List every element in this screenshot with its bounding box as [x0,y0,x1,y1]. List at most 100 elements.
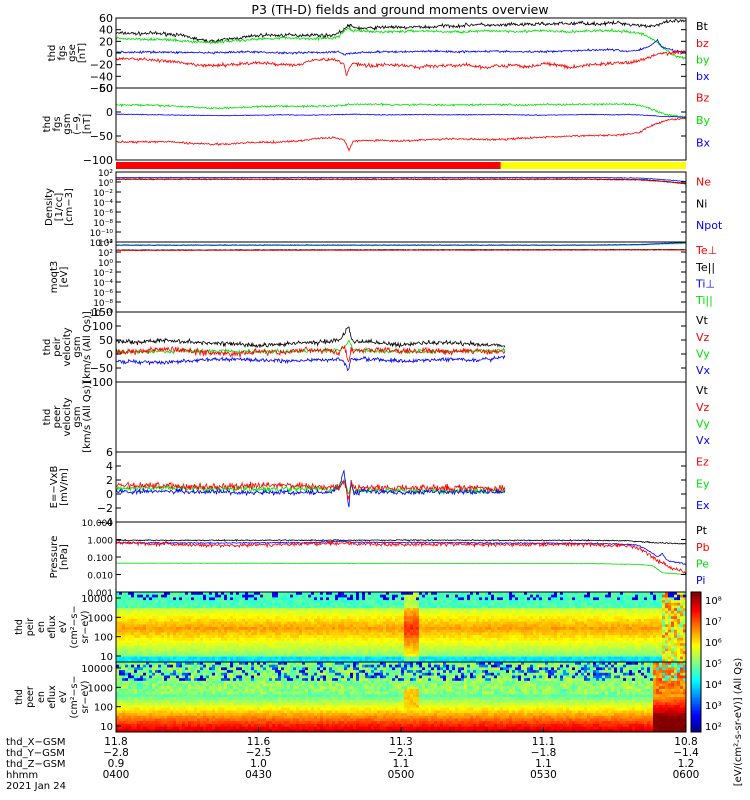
spec-cell [515,624,519,628]
spec-cell [377,640,381,644]
legend-Ex: Ex [696,499,710,512]
spec-cell [587,597,591,601]
spec-cell [290,651,294,655]
spec-cell [392,627,396,631]
spec-cell [335,624,339,628]
spec-cell [287,605,291,609]
spec-cell [404,613,408,617]
spec-cell [164,653,168,657]
spec-cell [185,594,189,598]
spec-cell [176,618,180,622]
spec-cell [656,653,660,657]
spec-cell [206,627,210,631]
spec-cell [569,608,573,612]
spec-cell [596,602,600,606]
spec-cell [500,640,504,644]
spec-cell [491,640,495,644]
spec-cell [413,621,417,625]
spec-cell [128,616,132,620]
spec-cell [608,635,612,639]
spec-cell [662,635,666,639]
spec-cell [329,632,333,636]
spec-cell [401,592,405,596]
spec-cell [479,600,483,604]
spec-cell [185,656,189,660]
spec-cell [143,594,147,598]
spec-cell [287,632,291,636]
spec-cell [248,656,252,660]
spec-cell [335,602,339,606]
spec-cell [518,594,522,598]
spec-cell [170,608,174,612]
spec-cell [119,608,123,612]
spec-cell [614,643,618,647]
spec-cell [611,640,615,644]
spec-cell [464,618,468,622]
spec-cell [392,645,396,649]
spec-cell [158,616,162,620]
spec-cell [203,629,207,633]
spec-cell [566,613,570,617]
spec-cell [500,645,504,649]
spec-cell [254,635,258,639]
spec-cell [254,616,258,620]
spec-cell [173,645,177,649]
spec-cell [650,632,654,636]
spec-cell [341,629,345,633]
spec-cell [626,637,630,641]
spec-cell [515,627,519,631]
spec-cell [401,594,405,598]
spec-cell [473,637,477,641]
spec-cell [281,592,285,596]
spec-cell [464,600,468,604]
spec-cell [308,645,312,649]
spec-cell [167,594,171,598]
spec-cell [620,597,624,601]
spec-cell [374,645,378,649]
spec-cell [122,618,126,622]
spec-cell [629,610,633,614]
spec-cell [314,621,318,625]
spec-cell [545,637,549,641]
spec-cell [233,651,237,655]
spec-cell [365,629,369,633]
spec-cell [647,651,651,655]
spec-cell [254,656,258,660]
spec-cell [194,632,198,636]
spec-cell [452,659,456,663]
spec-cell [332,651,336,655]
spec-cell [542,594,546,598]
spec-cell [173,624,177,628]
spec-cell [473,624,477,628]
spec-cell [278,594,282,598]
spec-cell [443,643,447,647]
spec-cell [647,594,651,598]
spec-cell [407,656,411,660]
spec-cell [476,635,480,639]
spec-cell [311,643,315,647]
spec-cell [305,651,309,655]
spec-cell [539,648,543,652]
spec-cell [494,645,498,649]
spec-cell [296,632,300,636]
spec-cell [209,613,213,617]
spec-cell [218,637,222,641]
spec-cell [431,627,435,631]
spec-cell [527,645,531,649]
spec-cell [632,645,636,649]
spec-cell [152,653,156,657]
spec-cell [569,592,573,596]
spec-cell [317,621,321,625]
spec-cell [356,592,360,596]
spec-cell [533,640,537,644]
spec-cell [434,592,438,596]
spec-cell [521,643,525,647]
spec-cell [398,651,402,655]
spec-cell [215,594,219,598]
spec-cell [266,635,270,639]
spec-cell [461,629,465,633]
spec-cell [512,624,516,628]
spec-cell [191,637,195,641]
spec-cell [305,653,309,657]
